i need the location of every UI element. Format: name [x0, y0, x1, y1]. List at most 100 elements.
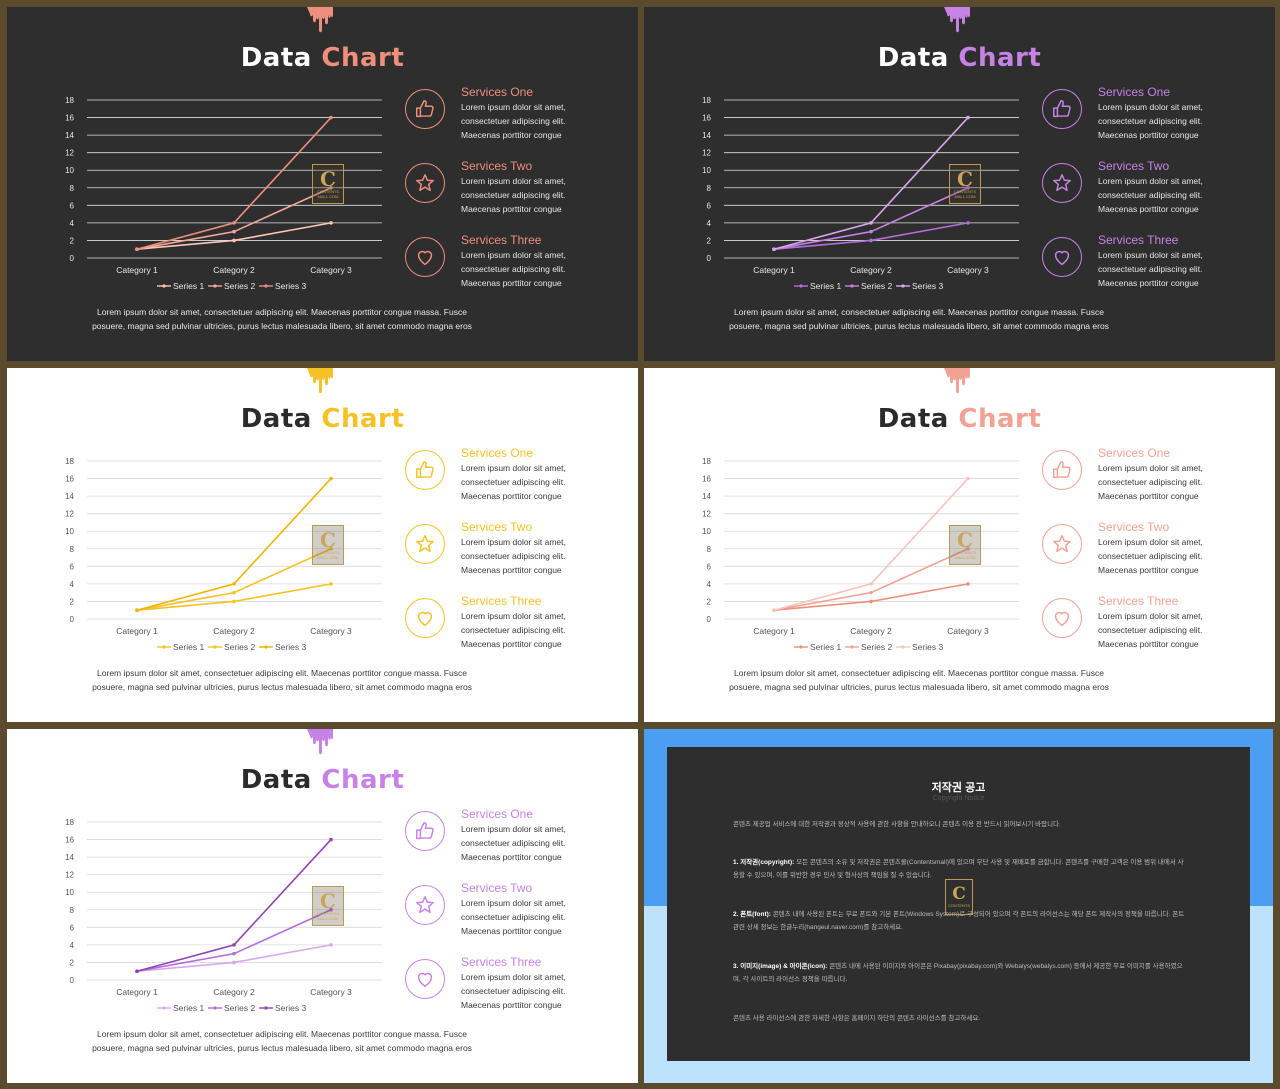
thumbs-up-icon	[416, 822, 434, 840]
y-tick-label: 4	[70, 219, 75, 228]
service-description: Lorem ipsum dolor sit amet, consectetuer …	[461, 248, 631, 290]
service-description-line: Maecenas porttitor congue	[1098, 491, 1199, 501]
data-point	[869, 238, 873, 243]
slide-title: Data Chart	[644, 43, 1275, 73]
notice-logo: C CONTENTS	[945, 879, 973, 915]
service-icon-circle	[405, 89, 445, 129]
slide-title: Data Chart	[7, 43, 638, 73]
x-tick-label: Category 3	[310, 987, 352, 997]
service-description-line: Lorem ipsum dolor sit amet,	[1098, 537, 1203, 547]
heart-icon	[417, 250, 433, 266]
service-description-line: consectetuer adipiscing elit.	[1098, 264, 1203, 274]
y-tick-label: 16	[65, 836, 74, 845]
y-tick-label: 12	[702, 510, 711, 519]
y-tick-label: 6	[70, 562, 75, 571]
paint-drip-icon	[307, 729, 333, 755]
data-point	[232, 951, 236, 956]
service-description: Lorem ipsum dolor sit amet, consectetuer …	[1098, 100, 1268, 142]
data-point	[869, 221, 873, 225]
legend-marker	[162, 1006, 166, 1010]
slide-title: Data Chart	[7, 765, 638, 795]
service-description-line: consectetuer adipiscing elit.	[1098, 116, 1203, 126]
y-tick-label: 4	[707, 219, 712, 228]
legend-label: Series 3	[912, 642, 943, 652]
service-item: Services Two Lorem ipsum dolor sit amet, c…	[405, 881, 635, 955]
legend-label: Series 1	[173, 281, 204, 291]
service-icon-circle	[405, 450, 445, 490]
y-tick-label: 2	[707, 597, 712, 606]
y-tick-label: 18	[65, 457, 74, 466]
y-tick-label: 14	[65, 853, 74, 862]
thumbs-up-icon	[1053, 461, 1071, 479]
footer-text: Lorem ipsum dolor sit amet, consectetuer…	[714, 666, 1124, 694]
data-point	[329, 476, 333, 481]
service-description: Lorem ipsum dolor sit amet, consectetuer …	[461, 822, 631, 864]
service-title: Services One	[461, 85, 534, 99]
service-description: Lorem ipsum dolor sit amet, consectetuer …	[1098, 461, 1268, 503]
y-tick-label: 0	[70, 976, 75, 985]
y-tick-label: 12	[65, 871, 74, 880]
service-description-line: Maecenas porttitor congue	[1098, 278, 1199, 288]
notice-intro: 콘텐츠 제공업 서비스에 대한 저작권과 정상적 사용에 관한 사항을 안내하오…	[733, 821, 1061, 828]
series-line	[773, 117, 969, 250]
legend-label: Series 1	[173, 642, 204, 652]
legend-label: Series 3	[275, 1003, 306, 1013]
series-line	[136, 839, 332, 972]
legend-marker	[213, 645, 217, 649]
footer-line-2: posuere, magna sed pulvinar ultricies, p…	[92, 1043, 472, 1053]
data-point	[232, 221, 236, 225]
data-point	[232, 599, 236, 604]
paint-drip-icon	[944, 368, 970, 394]
service-description-line: consectetuer adipiscing elit.	[1098, 477, 1203, 487]
service-item: Services Three Lorem ipsum dolor sit amet…	[405, 594, 635, 668]
slide-1: Data Chart 0 2 4 6 8 10 12 14 16 18 Category 1 Categ…	[7, 7, 638, 361]
data-point	[232, 229, 236, 234]
legend-label: Series 3	[275, 281, 306, 291]
service-description-line: Lorem ipsum dolor sit amet,	[1098, 250, 1203, 260]
data-point	[772, 608, 776, 613]
service-description-line: consectetuer adipiscing elit.	[461, 116, 566, 126]
footer-line-2: posuere, magna sed pulvinar ultricies, p…	[92, 682, 472, 692]
data-point	[869, 582, 873, 586]
data-point	[329, 221, 333, 225]
service-description-line: consectetuer adipiscing elit.	[461, 551, 566, 561]
footer-text: Lorem ipsum dolor sit amet, consectetuer…	[77, 666, 487, 694]
x-tick-label: Category 3	[947, 265, 989, 275]
service-title: Services Two	[1098, 159, 1170, 173]
y-tick-label: 10	[702, 166, 711, 175]
y-tick-label: 14	[702, 492, 711, 501]
slide-title: Data Chart	[7, 404, 638, 434]
star-icon	[1053, 535, 1071, 553]
service-item: Services One Lorem ipsum dolor sit amet, c…	[405, 85, 635, 159]
service-description-line: Maecenas porttitor congue	[461, 278, 562, 288]
line-chart: 0 2 4 6 8 10 12 14 16 18 Category 1 Category 2 Categ…	[65, 818, 382, 1013]
service-item: Services Three Lorem ipsum dolor sit amet…	[405, 955, 635, 1029]
notice-item-1: 1. 저작권(copyright): 모든 콘텐츠의 소유 및 저작권은 콘텐츠…	[733, 857, 1185, 882]
service-icon-circle	[405, 598, 445, 638]
service-description-line: Maecenas porttitor congue	[461, 926, 562, 936]
service-description-line: Maecenas porttitor congue	[461, 639, 562, 649]
legend-label: Series 3	[912, 281, 943, 291]
service-description-line: Lorem ipsum dolor sit amet,	[1098, 611, 1203, 621]
service-title: Services Three	[1098, 233, 1179, 247]
heart-icon	[1054, 250, 1070, 266]
paint-drip-icon	[307, 368, 333, 394]
service-item: Services One Lorem ipsum dolor sit amet, c…	[405, 446, 635, 520]
service-description-line: Lorem ipsum dolor sit amet,	[461, 463, 566, 473]
service-item: Services Two Lorem ipsum dolor sit amet, c…	[1042, 520, 1272, 594]
service-item: Services One Lorem ipsum dolor sit amet, c…	[1042, 446, 1272, 520]
series-line	[136, 222, 332, 251]
content-logo: C CONTENTS MALL.COM	[312, 164, 344, 204]
y-tick-label: 0	[70, 254, 75, 263]
y-tick-label: 16	[65, 475, 74, 484]
content-logo: C CONTENTS MALL.COM	[949, 525, 981, 565]
y-tick-label: 10	[65, 166, 74, 175]
slide-4: Data Chart 0 2 4 6 8 10 12 14 16 18 Category 1 Categ…	[644, 368, 1275, 722]
service-description: Lorem ipsum dolor sit amet, consectetuer …	[1098, 609, 1268, 651]
logo-letter: C	[320, 889, 336, 913]
y-tick-label: 18	[702, 96, 711, 105]
title-word-data: Data	[240, 765, 312, 795]
service-icon-circle	[405, 237, 445, 277]
x-tick-label: Category 3	[310, 626, 352, 636]
y-tick-label: 18	[65, 96, 74, 105]
